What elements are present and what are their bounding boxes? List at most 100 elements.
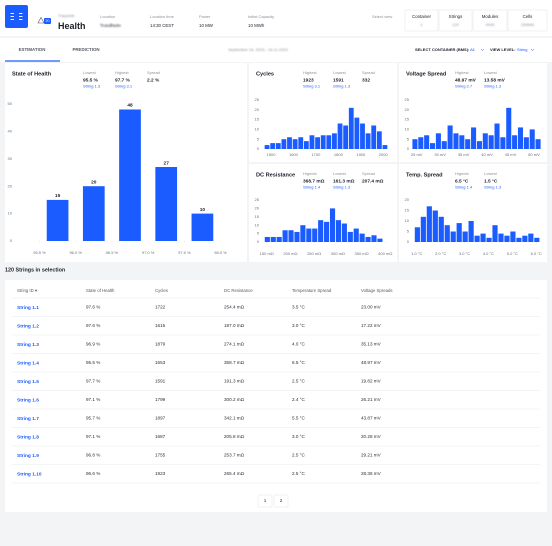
string-link[interactable]: String 1.3 <box>17 342 39 348</box>
x-tick-label: 96.5 % <box>106 250 119 255</box>
histogram-bar <box>343 125 349 149</box>
x-tick-label: 300 mΩ <box>331 251 345 256</box>
x-tick-label: 97.5 % <box>178 250 191 255</box>
page-number[interactable]: 1 <box>264 498 267 503</box>
stat-label: Spread <box>362 70 375 75</box>
stat-string[interactable]: String 1.3 <box>333 185 351 190</box>
column-header[interactable]: String ID ▾ <box>17 288 37 293</box>
table-cell: 95.5 % <box>86 360 100 365</box>
string-link[interactable]: String 1.1 <box>17 305 39 311</box>
histogram-bar <box>506 107 512 149</box>
string-link[interactable]: String 1.8 <box>17 434 39 440</box>
page-number[interactable]: 2 <box>280 498 283 503</box>
filter-value[interactable]: All <box>470 47 475 52</box>
histogram-bar <box>348 107 354 149</box>
x-tick-label: 5.0 °C <box>507 251 518 256</box>
table-cell: 5.5 °C <box>292 416 305 421</box>
string-link[interactable]: String 1.2 <box>17 323 39 329</box>
stat-string[interactable]: String 1.3 <box>333 84 351 89</box>
table-cell: 28.36 mV <box>361 471 382 476</box>
string-link[interactable]: String 1.9 <box>17 453 39 459</box>
filter-label: VIEW LEVEL: <box>490 47 516 52</box>
histogram-bar <box>420 216 426 242</box>
stat-label: Highest <box>455 171 469 176</box>
histogram-bar <box>337 123 343 149</box>
string-link[interactable]: String 1.10 <box>17 471 42 477</box>
histogram-bar <box>82 186 105 241</box>
x-tick-label: 2000 <box>379 152 389 157</box>
table-cell: 1799 <box>155 397 166 402</box>
data-label: 48 <box>127 103 133 109</box>
field-value: 10 MW <box>199 23 214 28</box>
histogram-bar <box>315 137 320 149</box>
page-button[interactable] <box>273 494 289 508</box>
table-cell: 3.0 °C <box>292 323 305 328</box>
y-tick-label: 15 <box>255 214 260 219</box>
histogram-bar <box>459 135 465 149</box>
x-tick-label: 95.5 % <box>33 250 46 255</box>
stat-string[interactable]: String 3.1 <box>115 84 133 89</box>
string-link[interactable]: String 1.7 <box>17 416 39 422</box>
histogram-bar <box>492 225 498 242</box>
data-label: 15 <box>55 193 61 199</box>
table-cell: 43.87 mV <box>361 416 382 421</box>
y-tick-label: 10 <box>255 126 260 131</box>
stat-string[interactable]: String 1.4 <box>455 185 473 190</box>
stat-label: Highest <box>115 70 129 75</box>
stat-string[interactable]: String 1.3 <box>83 84 101 89</box>
table-cell: 1687 <box>155 434 166 439</box>
stat-label: Spread <box>362 171 375 176</box>
stat-string[interactable]: String 1.4 <box>303 185 321 190</box>
table-cell: 97.1 % <box>86 434 100 439</box>
histogram-bar <box>312 228 318 242</box>
chart-title: Temp. Spread <box>406 172 443 178</box>
stat-string[interactable]: String 3.1 <box>303 84 321 89</box>
alert-count: 20 <box>46 19 50 23</box>
brand-subtitle: Trappiste <box>58 13 75 18</box>
histogram-bar <box>456 223 462 242</box>
page-title: Health <box>58 21 86 31</box>
table-panel <box>5 280 547 512</box>
histogram-bar <box>517 127 524 149</box>
histogram-bar <box>426 206 432 242</box>
histogram-bar <box>486 237 492 242</box>
table-cell: 96.8 % <box>86 453 100 458</box>
histogram-bar <box>510 231 516 242</box>
stat-string[interactable]: String 1.3 <box>484 84 502 89</box>
filter-value[interactable]: String <box>517 47 527 52</box>
histogram-bar <box>318 220 324 242</box>
stat-label: Lowest <box>333 171 347 176</box>
histogram-bar <box>347 231 353 242</box>
string-link[interactable]: String 1.5 <box>17 379 39 385</box>
x-tick-label: 350 mΩ <box>355 251 369 256</box>
y-tick-label: 15 <box>405 208 410 213</box>
histogram-bar <box>119 109 141 241</box>
dropdown-chevron <box>530 48 535 51</box>
stat-string[interactable]: String 1.3 <box>484 185 502 190</box>
page-button[interactable] <box>257 494 273 508</box>
tab-bar <box>0 38 552 62</box>
histogram-bar <box>474 235 480 242</box>
table-cell: 2.5 °C <box>292 453 305 458</box>
count-box <box>438 9 473 32</box>
stat-label: Spread <box>147 70 160 75</box>
table-cell: 29.21 mV <box>361 453 382 458</box>
histogram-bar <box>482 133 488 149</box>
y-tick-label: 10 <box>8 211 13 216</box>
x-tick-label: 200 mΩ <box>283 251 297 256</box>
histogram-bar <box>288 230 294 242</box>
tab[interactable]: ESTIMATION <box>19 47 46 52</box>
y-tick-label: 25 <box>255 197 260 202</box>
stat-string[interactable]: String 2.7 <box>455 84 473 89</box>
string-link[interactable]: String 1.4 <box>17 360 39 366</box>
histogram-bar <box>303 141 309 149</box>
table-cell: 4.0 °C <box>292 342 305 347</box>
string-link[interactable]: String 1.6 <box>17 397 39 403</box>
menu-button[interactable] <box>5 5 28 28</box>
tab[interactable]: PREDICTION <box>72 47 99 52</box>
histogram-bar <box>354 117 360 149</box>
x-tick-label: 1700 <box>311 152 321 157</box>
histogram-bar <box>438 216 444 242</box>
histogram-bar <box>46 199 69 241</box>
histogram-bar <box>412 139 418 149</box>
